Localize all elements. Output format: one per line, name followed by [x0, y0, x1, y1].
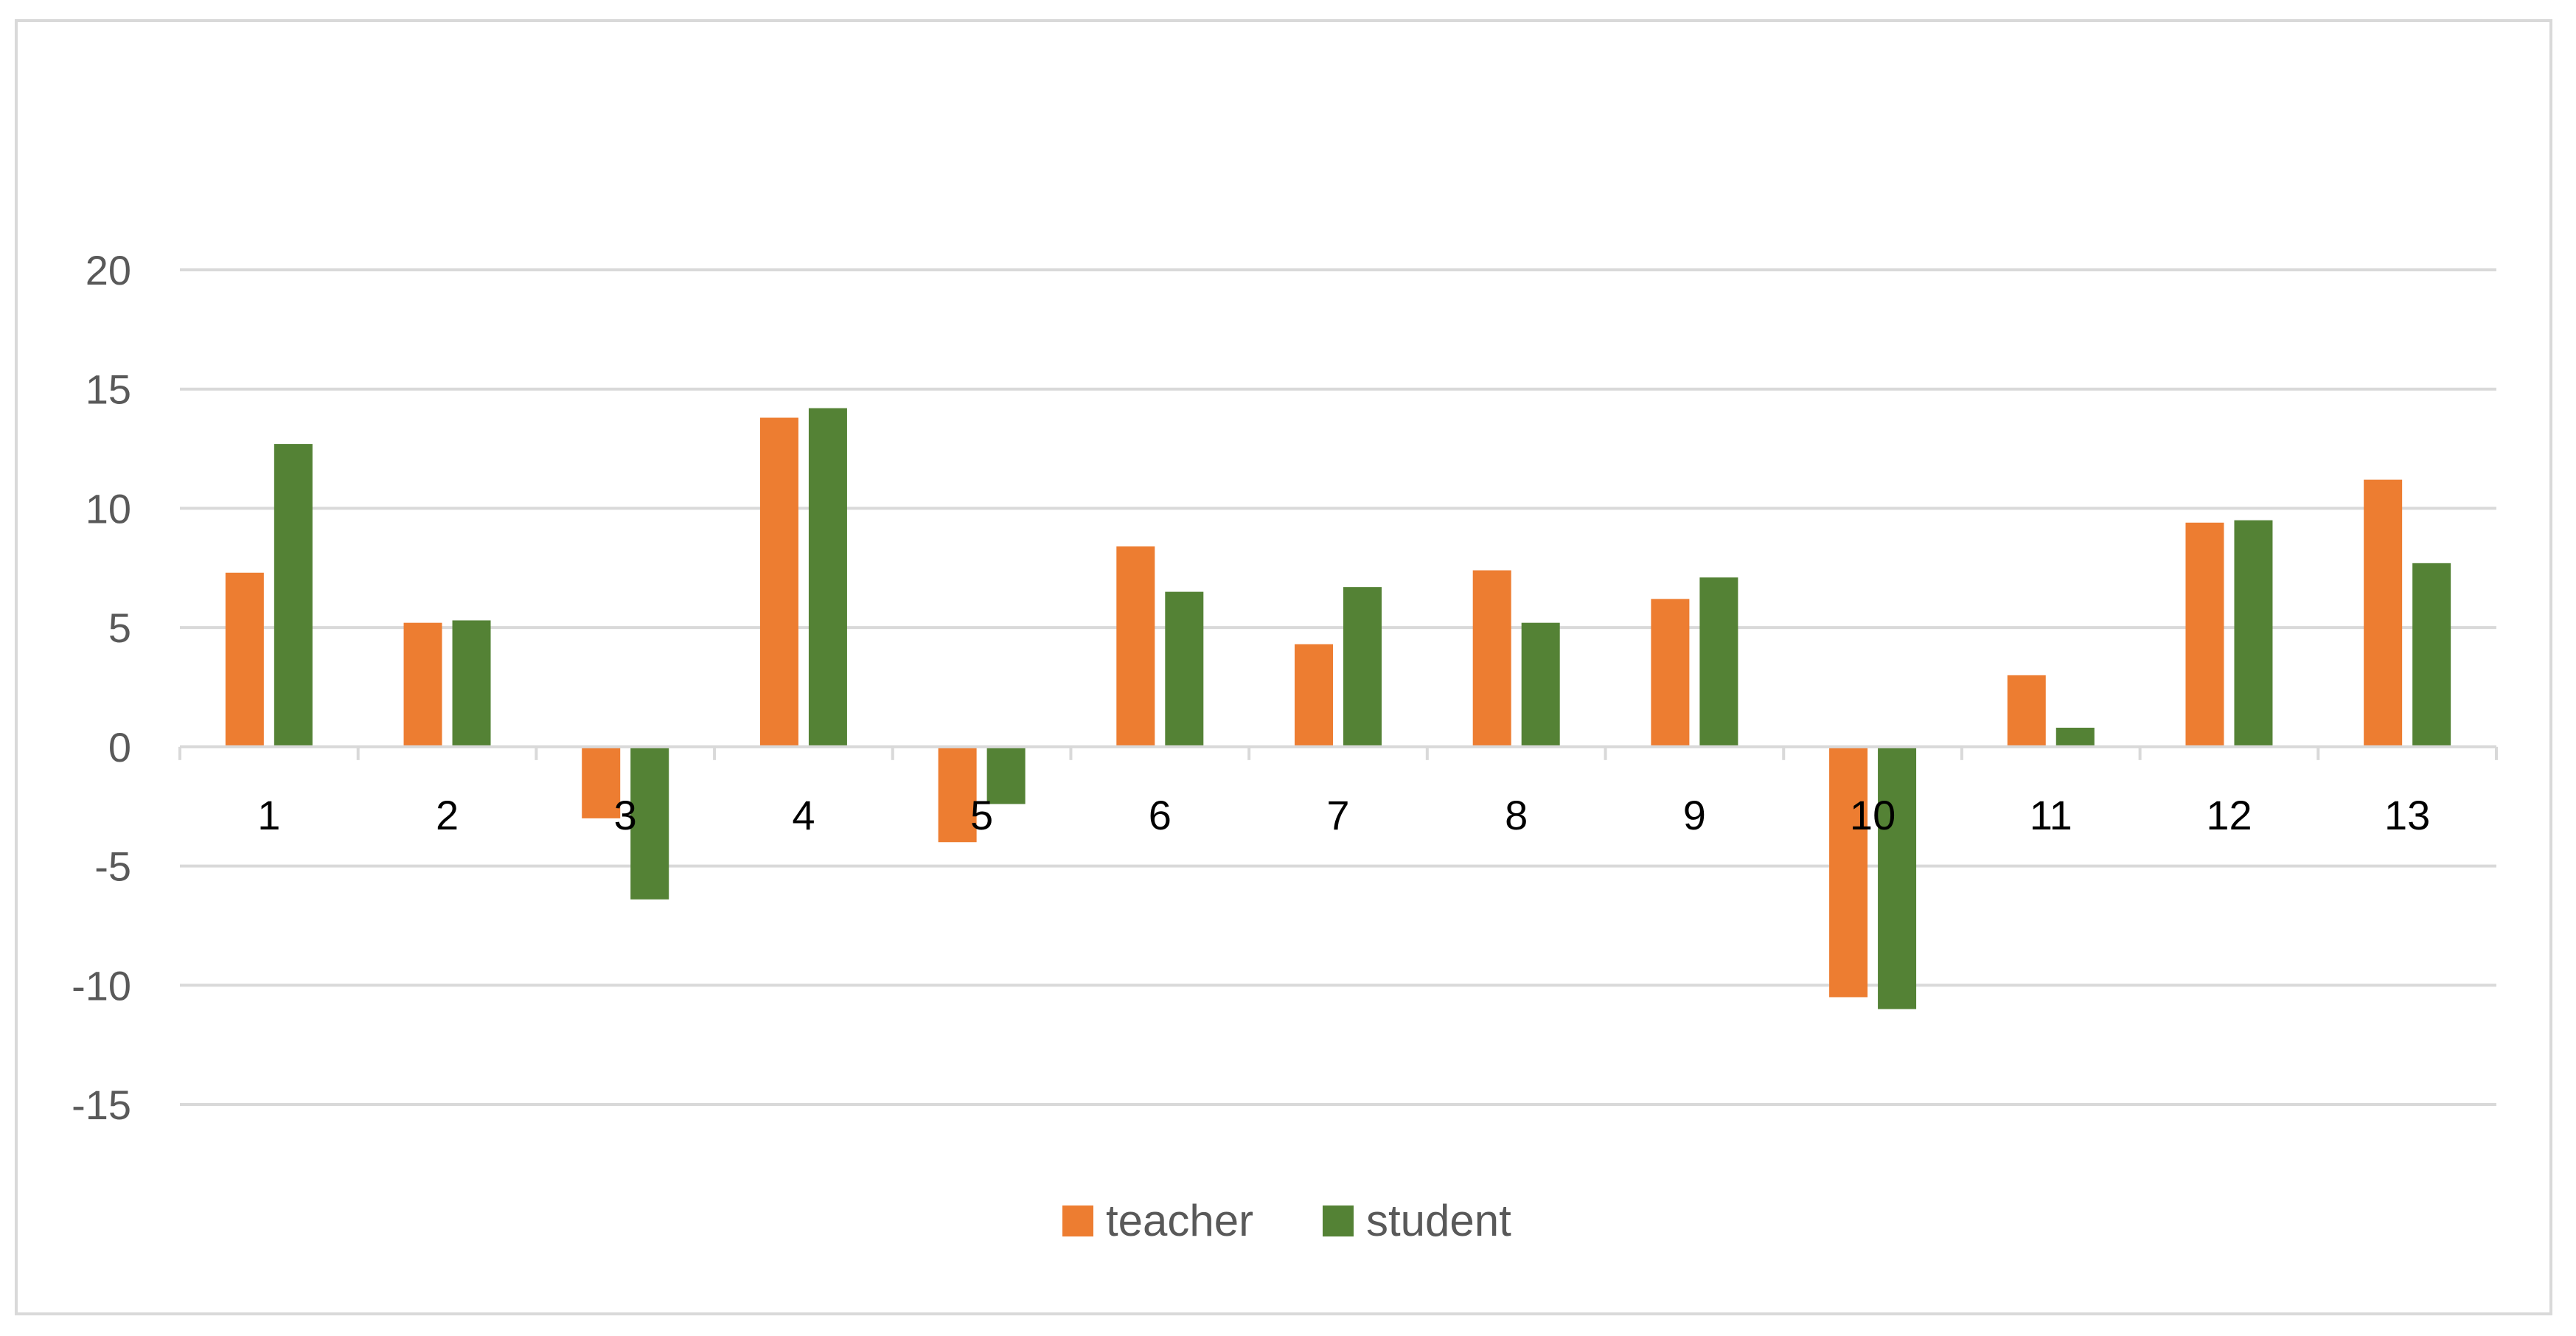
x-axis-ticks: 1 2 3 4 5 6 7 8 9 10 11 12 13	[257, 792, 2430, 838]
bar-teacher-11	[2007, 675, 2046, 747]
x-tick-label: 2	[436, 792, 459, 838]
bar-student-11	[2055, 727, 2095, 747]
y-tick-label: -15	[72, 1082, 131, 1128]
bar-teacher-7	[1295, 644, 1333, 747]
bar-student-7	[1343, 587, 1382, 747]
bar-teacher-4	[759, 417, 798, 747]
legend-label-student: student	[1366, 1196, 1511, 1245]
bar-student-6	[1165, 591, 1204, 747]
bar-teacher-2	[403, 622, 442, 747]
bar-teacher-9	[1651, 599, 1690, 747]
legend-swatch-student	[1323, 1205, 1354, 1236]
x-tick-label: 3	[614, 792, 637, 838]
x-tick-label: 4	[792, 792, 815, 838]
y-tick-label: -5	[94, 843, 131, 890]
x-tick-label: 8	[1505, 792, 1528, 838]
y-tick-label: 10	[86, 485, 131, 532]
y-tick-label: -10	[72, 962, 131, 1009]
bar-student-2	[452, 620, 491, 747]
bar-teacher-5	[938, 746, 977, 843]
bar-student-3	[630, 746, 669, 900]
y-tick-label: 15	[86, 366, 131, 413]
bar-student-5	[986, 746, 1026, 804]
x-tick-label: 1	[257, 792, 280, 838]
bar-teacher-3	[582, 746, 621, 818]
x-tick-label: 13	[2384, 792, 2430, 838]
bar-student-9	[1699, 577, 1738, 747]
bar-teacher-1	[225, 572, 264, 747]
x-tick-label: 10	[1850, 792, 1896, 838]
x-axis	[178, 745, 2498, 760]
x-tick-label: 11	[2030, 792, 2072, 838]
bar-student-12	[2234, 520, 2273, 747]
y-axis-ticks: 20 15 10 5 0 -5 -10 -15	[72, 247, 131, 1128]
bar-student-1	[274, 444, 313, 747]
bar-teacher-12	[2185, 522, 2224, 747]
legend: teacher student	[1062, 1196, 1511, 1245]
x-tick-label: 6	[1149, 792, 1172, 838]
bar-student-13	[2412, 563, 2451, 747]
y-tick-label: 5	[108, 605, 131, 651]
bar-teacher-6	[1116, 546, 1155, 747]
bar-student-8	[1521, 622, 1560, 747]
bars	[225, 408, 2451, 1009]
x-tick-label: 5	[970, 792, 993, 838]
bar-teacher-13	[2364, 479, 2403, 747]
x-tick-label: 12	[2206, 792, 2252, 838]
y-tick-label: 20	[86, 247, 131, 293]
y-tick-label: 0	[108, 724, 131, 770]
bar-student-10	[1878, 746, 1917, 1009]
bar-teacher-8	[1472, 570, 1511, 747]
legend-swatch-teacher	[1062, 1205, 1093, 1236]
legend-label-teacher: teacher	[1106, 1196, 1253, 1245]
gridlines	[180, 268, 2496, 1106]
bar-teacher-10	[1829, 746, 1868, 998]
x-tick-label: 7	[1326, 792, 1349, 838]
x-tick-label: 9	[1683, 792, 1706, 838]
bar-student-4	[808, 408, 847, 747]
